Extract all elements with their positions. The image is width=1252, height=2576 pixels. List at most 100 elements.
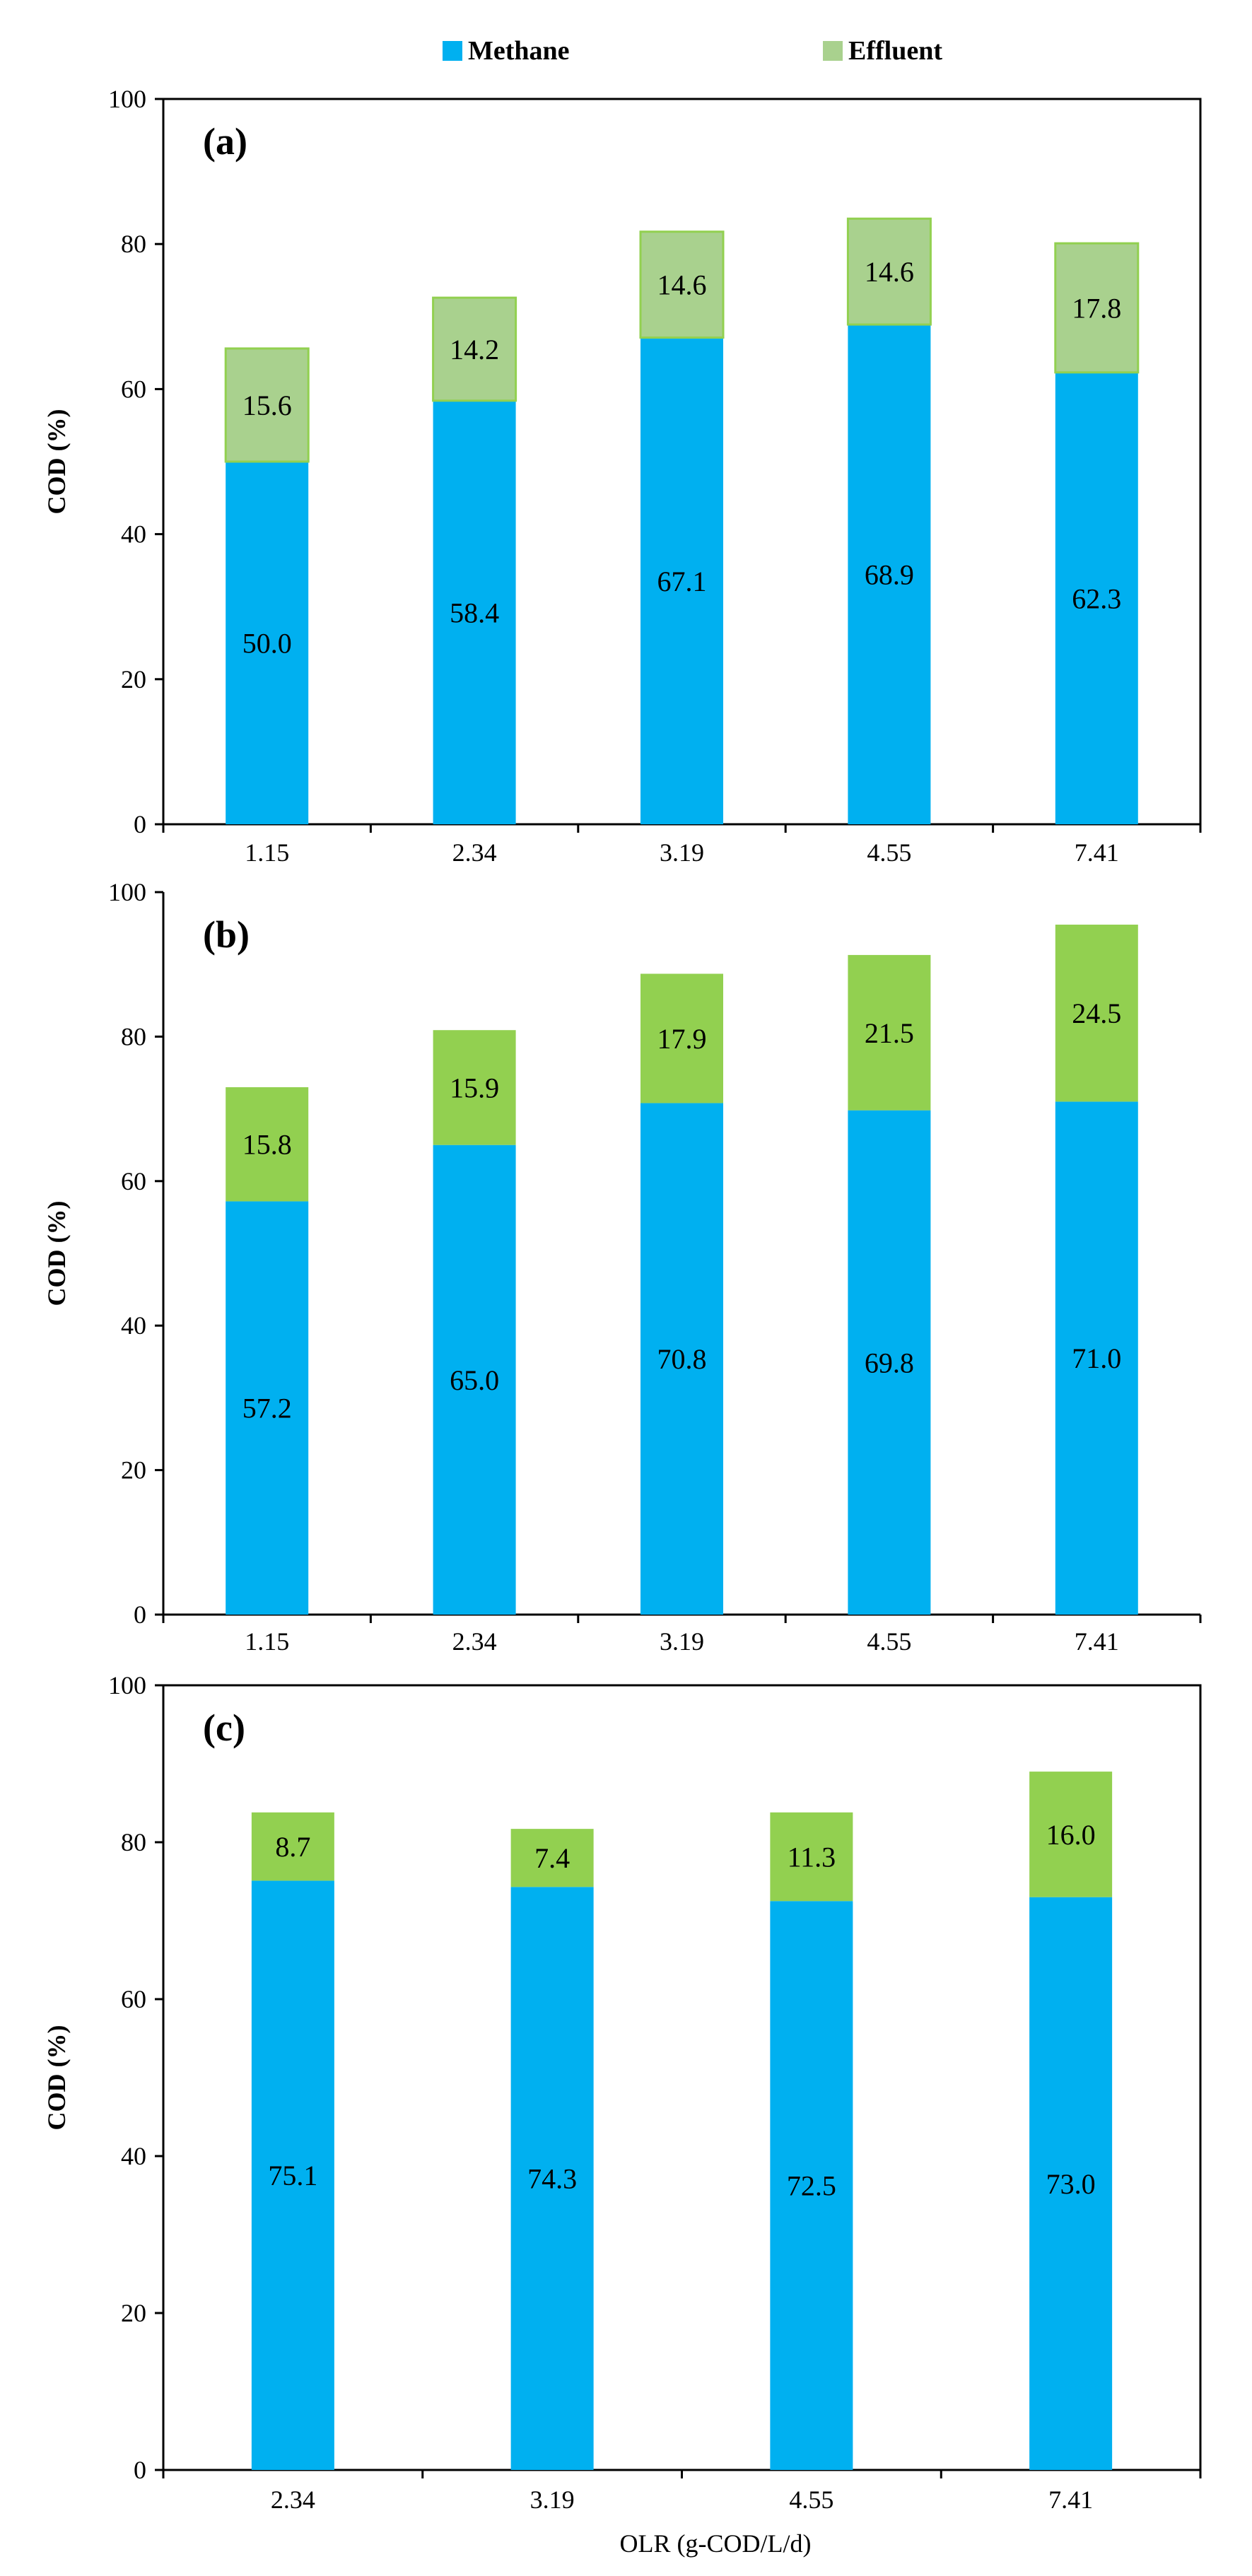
data-label-effluent: 15.9 [450, 1072, 499, 1103]
bar-effluent [1029, 1772, 1113, 1897]
panel-label: (a) [203, 120, 247, 163]
data-label-methane: 69.8 [865, 1347, 914, 1378]
y-tick-label: 20 [121, 665, 146, 693]
legend: Methane Effluent [443, 36, 942, 66]
data-label-effluent: 21.5 [865, 1017, 914, 1049]
y-tick-label: 80 [121, 1828, 146, 1856]
y-tick-label: 60 [121, 1985, 146, 2013]
data-label-methane: 68.9 [865, 559, 914, 591]
x-axis-title: OLR (g-COD/L/d) [620, 2529, 812, 2558]
y-tick-label: 60 [121, 375, 146, 403]
y-axis-title: COD (%) [42, 2025, 71, 2131]
x-tick-label: 4.55 [867, 1627, 911, 1656]
bar-effluent [251, 1812, 334, 1881]
data-label-effluent: 16.0 [1046, 1819, 1096, 1851]
x-tick-label: 3.19 [660, 1627, 704, 1656]
bar-methane [226, 462, 309, 824]
bar-effluent [1055, 924, 1138, 1102]
y-tick-label: 40 [121, 2142, 146, 2170]
x-tick-label: 3.19 [530, 2486, 575, 2514]
x-tick-label: 7.41 [1075, 838, 1119, 867]
y-tick-label: 20 [121, 1456, 146, 1485]
bar-methane [1055, 1101, 1138, 1615]
data-label-effluent: 17.9 [657, 1023, 707, 1055]
x-tick-label: 2.34 [452, 838, 497, 867]
bar-methane [251, 1880, 334, 2470]
y-tick-label: 0 [134, 1600, 146, 1629]
y-axis-title: COD (%) [42, 409, 71, 515]
y-tick-label: 100 [108, 1671, 146, 1699]
data-label-effluent: 14.6 [865, 256, 914, 288]
bar-effluent [1054, 242, 1140, 374]
x-tick-label: 4.55 [867, 838, 911, 867]
data-label-effluent: 14.2 [450, 334, 499, 365]
panel-label: (b) [203, 913, 250, 956]
data-label-methane: 73.0 [1046, 2168, 1096, 2200]
y-tick-label: 0 [134, 810, 146, 838]
y-tick-label: 100 [108, 878, 146, 906]
bar-effluent [639, 230, 725, 339]
x-tick-label: 2.34 [271, 2486, 315, 2514]
y-tick-label: 60 [121, 1167, 146, 1195]
panel-label: (c) [203, 1706, 245, 1749]
data-label-methane: 62.3 [1072, 582, 1121, 614]
data-label-methane: 70.8 [657, 1343, 707, 1375]
data-label-methane: 71.0 [1072, 1342, 1121, 1374]
data-label-effluent: 8.7 [275, 1831, 310, 1863]
bar-methane [226, 1201, 309, 1615]
legend-effluent-swatch [823, 41, 843, 61]
bar-methane [640, 1103, 723, 1615]
data-label-methane: 57.2 [242, 1393, 292, 1424]
data-label-effluent: 7.4 [534, 1842, 570, 1874]
legend-methane-label: Methane [468, 36, 570, 66]
data-label-effluent: 14.6 [657, 269, 707, 301]
y-tick-label: 100 [108, 85, 146, 113]
data-label-effluent: 11.3 [788, 1842, 836, 1873]
bar-methane [1055, 372, 1138, 824]
bar-effluent [770, 1812, 853, 1902]
x-tick-label: 2.34 [452, 1627, 497, 1656]
data-label-effluent: 17.8 [1072, 292, 1121, 324]
bar-methane [433, 400, 516, 824]
x-tick-label: 3.19 [660, 838, 704, 867]
bar-methane [770, 1901, 853, 2470]
y-tick-label: 80 [121, 1022, 146, 1050]
data-label-methane: 67.1 [657, 566, 707, 597]
data-label-effluent: 15.8 [242, 1129, 292, 1161]
bar-methane [640, 337, 723, 825]
bar-methane [433, 1144, 516, 1615]
bar-methane [510, 1887, 594, 2470]
data-label-methane: 58.4 [450, 597, 499, 628]
bar-methane [848, 324, 931, 824]
bar-methane [1029, 1897, 1113, 2470]
legend-effluent-label: Effluent [848, 36, 942, 66]
bar-effluent [432, 296, 517, 402]
x-tick-label: 1.15 [245, 1627, 289, 1656]
bar-effluent [433, 1030, 516, 1145]
legend-methane-swatch [443, 41, 462, 61]
y-tick-label: 40 [121, 520, 146, 549]
x-tick-label: 7.41 [1075, 1627, 1119, 1656]
panel-c: 0 20 40 60 80 100 COD (%) (c) 2.34 75.1 8.7 3.19 74.… [42, 1671, 1202, 2514]
x-tick-label: 1.15 [245, 838, 289, 867]
panel-b: 0 20 40 60 80 100 COD (%) (b) 1.15 57.2 15.8 2.34 65… [42, 878, 1202, 1656]
y-tick-label: 80 [121, 230, 146, 258]
data-label-methane: 74.3 [527, 2163, 577, 2195]
data-label-effluent: 15.6 [242, 390, 292, 421]
data-label-methane: 72.5 [787, 2170, 836, 2202]
bar-effluent [510, 1829, 594, 1887]
data-label-methane: 50.0 [242, 628, 292, 660]
y-axis-title: COD (%) [42, 1201, 71, 1306]
bar-effluent [224, 347, 310, 463]
x-tick-label: 4.55 [789, 2486, 833, 2514]
y-tick-label: 40 [121, 1311, 146, 1340]
bar-methane [848, 1110, 931, 1615]
data-label-methane: 75.1 [268, 2160, 317, 2191]
y-tick-label: 20 [121, 2299, 146, 2327]
panel-a: 0 20 40 60 80 100 COD (%) (a) 1.15 50.0 15.6 2.34 58… [42, 85, 1202, 867]
bar-effluent [640, 973, 723, 1103]
data-label-methane: 65.0 [450, 1364, 499, 1396]
bar-effluent [848, 954, 931, 1111]
x-tick-label: 7.41 [1048, 2486, 1093, 2514]
